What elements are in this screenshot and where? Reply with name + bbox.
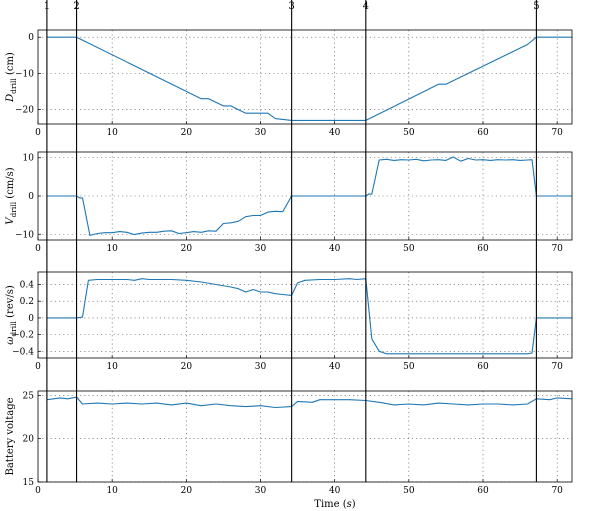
x-tick-label-2-2: 20 <box>181 362 193 372</box>
y-tick-label-3-1: 20 <box>23 435 35 445</box>
y-axis-label-4: Battery voltage <box>5 397 16 475</box>
phase-label-2: 2 <box>73 1 79 12</box>
x-tick-label-2-0: 0 <box>35 362 41 372</box>
series-line-panel-3 <box>46 278 572 355</box>
x-tick-label-0-2: 20 <box>181 128 193 138</box>
x-tick-label-2-5: 50 <box>403 362 415 372</box>
x-tick-label-0-4: 40 <box>329 128 341 138</box>
frame-layer <box>37 29 573 483</box>
x-tick-label-1-0: 0 <box>35 244 41 254</box>
panel-frame-3 <box>37 271 573 359</box>
x-tick-label-2-6: 60 <box>477 362 489 372</box>
y-axis-label-1: Ddrill (cm) <box>5 52 18 103</box>
x-tick-label-1-7: 70 <box>551 244 563 254</box>
series-line-panel-4 <box>46 396 573 409</box>
y-tick-label-1-0: −10 <box>15 230 34 240</box>
x-tick-label-3-0: 0 <box>35 486 41 496</box>
y-tick-label-1-2: 10 <box>23 154 35 164</box>
x-tick-label-1-5: 50 <box>403 244 415 254</box>
x-tick-label-2-3: 30 <box>255 362 267 372</box>
x-axis-label: Time (s) <box>314 499 356 510</box>
x-axis-label-unit: s <box>347 499 352 510</box>
phase-label-1: 1 <box>44 1 50 12</box>
x-tick-label-0-1: 10 <box>106 128 118 138</box>
x-tick-label-2-4: 40 <box>329 362 341 372</box>
y-axis-label-unit-3: (rev/s) <box>5 285 16 321</box>
y-axis-label-sub-1: drill <box>9 78 18 94</box>
x-tick-label-1-1: 10 <box>106 244 118 254</box>
y-axis-label-main-4: Battery voltage <box>5 397 16 475</box>
x-tick-label-0-3: 30 <box>255 128 267 138</box>
phase-label-3: 3 <box>288 1 294 12</box>
x-tick-label-3-6: 60 <box>477 486 489 496</box>
x-tick-label-1-3: 30 <box>255 244 267 254</box>
y-tick-label-0-1: −10 <box>15 69 34 79</box>
panel-frame-1 <box>37 29 573 125</box>
y-axis-label-main-2: V <box>5 216 16 225</box>
x-tick-label-2-7: 70 <box>551 362 563 372</box>
x-tick-label-3-3: 30 <box>255 486 267 496</box>
y-tick-label-2-1: −0.2 <box>12 331 34 341</box>
series-layer <box>46 36 573 409</box>
phase-label-4: 4 <box>363 1 369 12</box>
x-tick-label-2-1: 10 <box>106 362 118 372</box>
y-axis-label-3: ωdrill (rev/s) <box>5 285 18 345</box>
y-tick-label-2-4: 0.4 <box>20 281 35 291</box>
x-tick-label-1-4: 40 <box>329 244 341 254</box>
grid-layer <box>38 30 572 483</box>
y-tick-label-0-2: 0 <box>28 33 34 43</box>
x-tick-label-3-1: 10 <box>106 486 118 496</box>
y-axis-label-2: Vdrill (cm/s) <box>5 167 18 224</box>
x-axis-label-prefix: Time ( <box>314 499 346 510</box>
series-line-panel-2 <box>46 156 572 236</box>
y-tick-label-2-0: −0.4 <box>12 347 34 357</box>
y-axis-label-main-1: D <box>5 94 16 103</box>
x-tick-label-3-7: 70 <box>551 486 563 496</box>
y-axis-label-unit-1: (cm) <box>5 52 16 78</box>
y-tick-label-3-0: 15 <box>23 478 35 488</box>
x-tick-label-0-7: 70 <box>551 128 563 138</box>
y-axis-label-unit-2: (cm/s) <box>5 167 16 202</box>
y-tick-label-2-3: 0.2 <box>20 297 34 307</box>
y-axis-label-sub-3: drill <box>9 320 18 336</box>
y-tick-label-2-2: 0 <box>28 314 34 324</box>
y-tick-label-1-1: 0 <box>28 192 34 202</box>
series-line-panel-1 <box>46 36 572 121</box>
x-tick-label-1-6: 60 <box>477 244 489 254</box>
y-axis-label-sub-2: drill <box>9 201 18 217</box>
phase-line-layer <box>46 0 537 482</box>
x-axis-label-suffix: ) <box>352 499 356 510</box>
x-tick-label-1-2: 20 <box>181 244 193 254</box>
x-tick-label-3-2: 20 <box>181 486 193 496</box>
y-tick-label-0-0: −20 <box>15 106 34 116</box>
y-tick-label-3-2: 25 <box>23 391 35 401</box>
x-tick-label-3-5: 50 <box>403 486 415 496</box>
x-tick-label-0-0: 0 <box>35 128 41 138</box>
x-tick-label-3-4: 40 <box>329 486 341 496</box>
tick-layer <box>37 36 558 483</box>
x-tick-label-0-6: 60 <box>477 128 489 138</box>
panel-frame-4 <box>37 390 573 483</box>
x-tick-label-0-5: 50 <box>403 128 415 138</box>
phase-label-5: 5 <box>533 1 539 12</box>
y-axis-label-main-3: ω <box>5 337 16 345</box>
